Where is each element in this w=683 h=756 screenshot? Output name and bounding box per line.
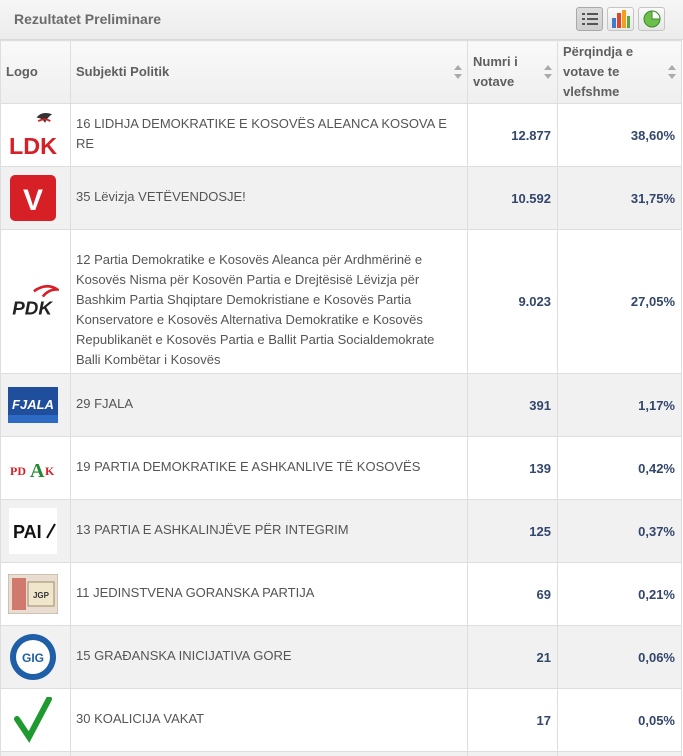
votes-value: 21: [467, 625, 558, 689]
jgp-logo: JGP: [7, 568, 59, 620]
pie-chart-view-button[interactable]: [638, 7, 665, 31]
svg-text:PD: PD: [10, 464, 26, 478]
table-row: PDK 12 Partia Demokratike e Kosovës Alea…: [0, 229, 682, 374]
percent-value: 0,06%: [557, 625, 682, 689]
column-header-subject-label: Subjekti Politik: [76, 64, 170, 79]
logo-cell: LDK: [0, 103, 71, 167]
sort-icon: [454, 65, 462, 79]
logo-cell: FJALA: [0, 373, 71, 437]
column-header-percent[interactable]: Përqindja e votave te vlefshme: [557, 40, 682, 104]
table-row: 30 KOALICIJA VAKAT 17 0,05%: [0, 688, 682, 752]
logo-cell: [0, 688, 71, 752]
table-row: JGP 11 JEDINSTVENA GORANSKA PARTIJA 69 0…: [0, 562, 682, 626]
pie-chart-icon: [643, 10, 661, 28]
percent-value: 0,42%: [557, 436, 682, 500]
votes-value: 139: [467, 436, 558, 500]
votes-value: 69: [467, 562, 558, 626]
votes-value: 17: [467, 688, 558, 752]
list-view-button[interactable]: [576, 7, 603, 31]
table-row: FJALA 29 FJALA 391 1,17%: [0, 373, 682, 437]
bar-chart-icon: [611, 10, 630, 28]
svg-text:GIG: GIG: [22, 651, 44, 665]
bar-chart-view-button[interactable]: [607, 7, 634, 31]
votes-value: 9.023: [467, 229, 558, 374]
party-name: 13 PARTIA E ASHKALINJËVE PËR INTEGRIM: [70, 499, 468, 563]
logo-cell: V: [0, 166, 71, 230]
table-row: GIG 15 GRAĐANSKA INICIJATIVA GORE 21 0,0…: [0, 625, 682, 689]
column-header-percent-label: Përqindja e votave te vlefshme: [563, 44, 634, 99]
votes-value: 391: [467, 373, 558, 437]
svg-text:JGP: JGP: [33, 591, 50, 600]
party-name: 16 LIDHJA DEMOKRATIKE E KOSOVËS ALEANCA …: [70, 103, 468, 167]
party-name: 30 KOALICIJA VAKAT: [70, 688, 468, 752]
svg-text:V: V: [23, 184, 43, 217]
table-row: V 35 Lëvizja VETËVENDOSJE! 10.592 31,75%: [0, 166, 682, 230]
votes-value: 12.877: [467, 103, 558, 167]
percent-value: 31,75%: [557, 166, 682, 230]
pdak-logo: PD A K: [7, 442, 59, 494]
svg-text:LDK: LDK: [9, 133, 57, 159]
logo-cell: PAI: [0, 499, 71, 563]
column-header-votes[interactable]: Numri i votave: [467, 40, 558, 104]
table-row: LDK 16 LIDHJA DEMOKRATIKE E KOSOVËS ALEA…: [0, 103, 682, 167]
party-name: 11 JEDINSTVENA GORANSKA PARTIJA: [70, 562, 468, 626]
percent-value: 1,17%: [557, 373, 682, 437]
column-header-subject[interactable]: Subjekti Politik: [70, 40, 468, 104]
vakat-logo: [7, 694, 59, 746]
list-view-icon: [581, 13, 598, 25]
party-name: 12 Partia Demokratike e Kosovës Aleanca …: [70, 229, 468, 374]
logo-cell: PD A K: [0, 436, 71, 500]
svg-text:PAI: PAI: [13, 522, 42, 542]
svg-text:FJALA: FJALA: [12, 397, 54, 412]
table-row: [0, 751, 682, 756]
svg-text:PDK: PDK: [12, 297, 53, 318]
column-header-votes-label: Numri i votave: [473, 54, 518, 89]
svg-text:A: A: [30, 460, 45, 482]
pai-logo: PAI: [7, 505, 59, 557]
logo-cell: JGP: [0, 562, 71, 626]
vetevendosje-logo: V: [7, 172, 59, 224]
column-header-logo: Logo: [0, 40, 71, 104]
percent-value: 27,05%: [557, 229, 682, 374]
percent-value: 38,60%: [557, 103, 682, 167]
column-header-logo-label: Logo: [6, 64, 38, 79]
votes-value: 125: [467, 499, 558, 563]
ldk-logo: LDK: [7, 109, 59, 161]
sort-icon: [544, 65, 552, 79]
gig-logo: GIG: [7, 631, 59, 683]
logo-cell: GIG: [0, 625, 71, 689]
table-row: PD A K 19 PARTIA DEMOKRATIKE E ASHKANLIV…: [0, 436, 682, 500]
table-header-row: Logo Subjekti Politik Numri i votave Për…: [0, 40, 682, 104]
results-table: Logo Subjekti Politik Numri i votave Për…: [0, 40, 682, 756]
votes-value: 10.592: [467, 166, 558, 230]
percent-value: 0,37%: [557, 499, 682, 563]
party-name: 19 PARTIA DEMOKRATIKE E ASHKANLIVE TË KO…: [70, 436, 468, 500]
fjala-logo: FJALA: [7, 379, 59, 431]
sort-icon: [668, 65, 676, 79]
pdk-logo: PDK: [7, 276, 59, 328]
party-name: 15 GRAĐANSKA INICIJATIVA GORE: [70, 625, 468, 689]
party-name: 29 FJALA: [70, 373, 468, 437]
panel-title: Rezultatet Preliminare: [14, 11, 162, 27]
percent-value: 0,05%: [557, 688, 682, 752]
svg-text:K: K: [45, 464, 55, 478]
party-name: 35 Lëvizja VETËVENDOSJE!: [70, 166, 468, 230]
logo-cell: PDK: [0, 229, 71, 374]
table-row: PAI 13 PARTIA E ASHKALINJËVE PËR INTEGRI…: [0, 499, 682, 563]
percent-value: 0,21%: [557, 562, 682, 626]
panel-header: Rezultatet Preliminare: [0, 0, 683, 40]
